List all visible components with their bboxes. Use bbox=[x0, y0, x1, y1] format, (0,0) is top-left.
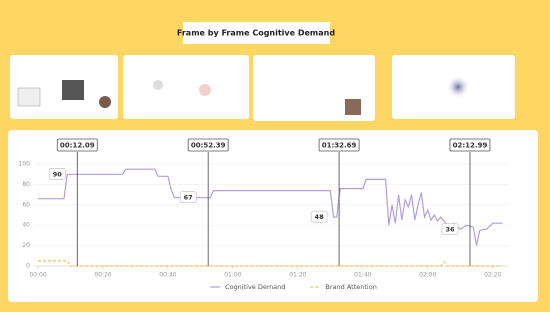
y-tick-label: 40 bbox=[22, 222, 30, 229]
x-tick-label: 02:00 bbox=[419, 272, 436, 279]
thumbnail-shape bbox=[446, 75, 470, 99]
marker-label: 00:12.09 bbox=[60, 142, 95, 150]
legend-label: Cognitive Demand bbox=[225, 283, 285, 291]
x-tick-label: 01:40 bbox=[354, 272, 371, 279]
plot: 0 20 40 60 80 100 00:00 00:20 00:40 01:00 01:20 01:… bbox=[19, 138, 509, 291]
marker-label: 01:32.69 bbox=[322, 142, 357, 150]
marker-label: 00:52.39 bbox=[191, 142, 226, 150]
chart-panel bbox=[8, 130, 538, 302]
x-tick-label: 01:20 bbox=[289, 272, 306, 279]
value-label-box bbox=[179, 191, 197, 204]
series-line bbox=[38, 260, 503, 267]
value-label: 48 bbox=[315, 213, 325, 221]
value-label-box bbox=[441, 223, 459, 235]
title-box bbox=[183, 22, 330, 44]
thumbnail-shape bbox=[17, 87, 41, 107]
marker-label-box bbox=[56, 138, 98, 152]
thumbnail-shape bbox=[345, 99, 361, 115]
value-label: 36 bbox=[445, 225, 455, 233]
marker-label-box bbox=[187, 138, 229, 152]
y-tick-label: 20 bbox=[22, 242, 30, 249]
thumbnail bbox=[123, 55, 249, 119]
x-tick-label: 00:20 bbox=[94, 272, 111, 279]
thumbnail bbox=[253, 55, 375, 121]
thumbnail-shape bbox=[199, 84, 211, 96]
y-tick-label: 60 bbox=[22, 201, 30, 208]
x-tick-label: 00:00 bbox=[29, 272, 46, 279]
y-tick-label: 80 bbox=[22, 181, 30, 188]
thumbnail-shape bbox=[62, 80, 84, 100]
value-label: 90 bbox=[53, 170, 63, 178]
x-tick-label: 02:20 bbox=[484, 272, 501, 279]
y-tick-label: 0 bbox=[26, 263, 30, 270]
value-label: 67 bbox=[184, 194, 193, 202]
chart-title: Frame by Frame Cognitive Demand bbox=[177, 29, 335, 38]
legend-label: Brand Attention bbox=[325, 283, 376, 291]
value-label-box bbox=[48, 167, 66, 180]
x-tick-label: 01:00 bbox=[224, 272, 241, 279]
thumbnail-shape bbox=[99, 96, 111, 108]
x-tick-label: 00:40 bbox=[159, 272, 176, 279]
value-label-box bbox=[310, 210, 328, 223]
thumbnail-shape bbox=[153, 80, 163, 90]
y-tick-label: 100 bbox=[19, 161, 31, 168]
thumbnails bbox=[10, 55, 515, 121]
marker-label: 02:12.99 bbox=[453, 142, 488, 150]
marker-label-box bbox=[449, 138, 491, 152]
marker-label-box bbox=[318, 138, 360, 152]
